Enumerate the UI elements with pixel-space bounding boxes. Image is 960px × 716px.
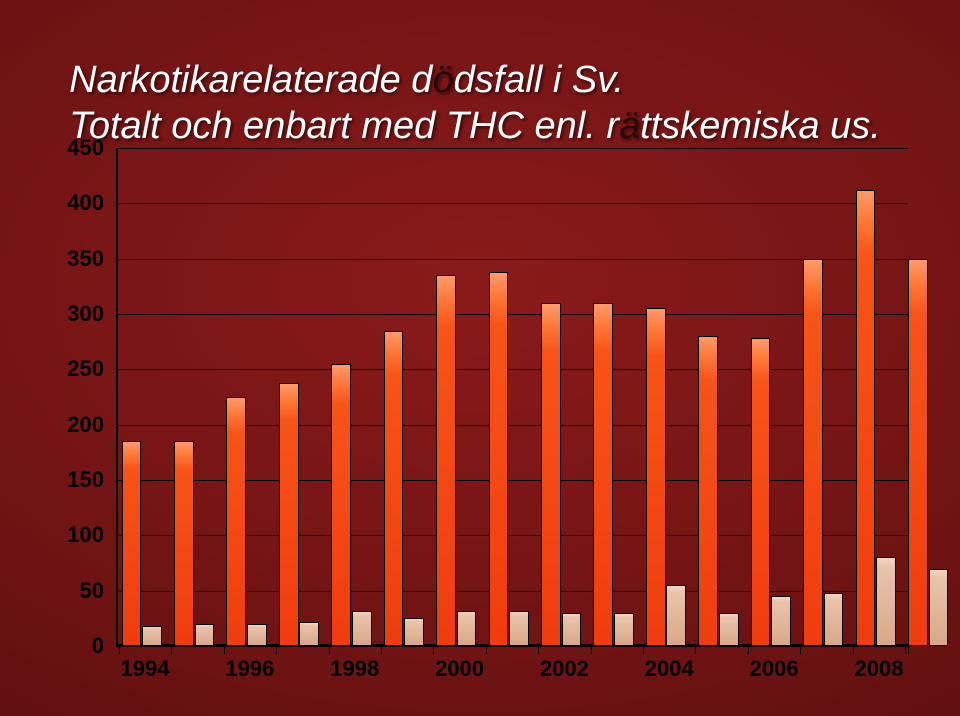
x-tick-label: 2008 (854, 656, 903, 682)
bar-primary (489, 272, 509, 646)
bar-secondary (771, 596, 791, 646)
x-tick (538, 646, 539, 654)
gridline (116, 259, 908, 260)
x-tick (119, 646, 120, 654)
bar-primary (698, 336, 718, 646)
x-tick (748, 646, 749, 654)
bar-secondary (824, 593, 844, 646)
bar-primary (226, 397, 246, 646)
bar-primary (908, 259, 928, 646)
bar-secondary (299, 622, 319, 646)
x-tick-label: 1996 (225, 656, 274, 682)
y-tick-label: 100 (67, 522, 104, 548)
bar-secondary (929, 569, 949, 646)
x-tick-label: 2000 (435, 656, 484, 682)
x-tick (800, 646, 801, 654)
x-tick (171, 646, 172, 654)
x-tick (853, 646, 854, 654)
x-tick-label: 2002 (540, 656, 589, 682)
x-tick (276, 646, 277, 654)
y-tick-label: 400 (67, 190, 104, 216)
x-tick-label: 1994 (121, 656, 170, 682)
bar-primary (751, 338, 771, 646)
bar-secondary (457, 611, 477, 646)
bar-primary (436, 275, 456, 646)
title2-shadow: ä (619, 105, 640, 147)
x-tick (381, 646, 382, 654)
gridline (116, 369, 908, 370)
bar-primary (541, 303, 561, 646)
y-tick-label: 150 (67, 467, 104, 493)
y-tick-label: 0 (92, 633, 104, 659)
bar-primary (174, 441, 194, 646)
bar-secondary (614, 613, 634, 646)
bar-secondary (509, 611, 529, 646)
chart-title-line2: Totalt och enbart med THC enl. rättskemi… (48, 62, 881, 148)
gridline (116, 203, 908, 204)
x-tick-label: 1998 (330, 656, 379, 682)
x-tick (433, 646, 434, 654)
gridline (116, 314, 908, 315)
gridline (116, 148, 908, 149)
gridline (116, 646, 908, 647)
bar-primary (803, 259, 823, 646)
title2-pre: Totalt och enbart med THC enl. r (69, 105, 619, 147)
bar-secondary (352, 611, 372, 646)
x-tick (486, 646, 487, 654)
y-tick-label: 300 (67, 301, 104, 327)
x-tick (643, 646, 644, 654)
plot-area: 0501001502002503003504004501994199619982… (116, 148, 908, 646)
bar-secondary (719, 613, 739, 646)
bar-primary (122, 441, 142, 646)
bar-secondary (666, 585, 686, 646)
bar-primary (646, 308, 666, 646)
bar-primary (279, 383, 299, 646)
bar-secondary (142, 626, 162, 646)
title2-post: ttskemiska us. (640, 105, 881, 147)
x-tick (908, 646, 909, 654)
x-tick (695, 646, 696, 654)
bar-primary (331, 364, 351, 646)
y-tick-label: 50 (80, 578, 104, 604)
y-tick-label: 250 (67, 356, 104, 382)
bar-secondary (404, 618, 424, 646)
x-tick (905, 646, 906, 654)
bar-secondary (562, 613, 582, 646)
bar-primary (593, 303, 613, 646)
x-tick-label: 2006 (750, 656, 799, 682)
bar-secondary (247, 624, 267, 646)
y-tick-label: 200 (67, 412, 104, 438)
x-tick (591, 646, 592, 654)
y-axis-line (116, 148, 118, 646)
x-tick (224, 646, 225, 654)
y-tick-label: 450 (67, 135, 104, 161)
x-tick-label: 2004 (645, 656, 694, 682)
bar-secondary (195, 624, 215, 646)
bar-primary (384, 331, 404, 646)
bar-secondary (876, 557, 896, 646)
y-tick-label: 350 (67, 246, 104, 272)
bar-primary (856, 190, 876, 646)
x-tick (329, 646, 330, 654)
bar-chart: 0501001502002503003504004501994199619982… (116, 148, 908, 646)
